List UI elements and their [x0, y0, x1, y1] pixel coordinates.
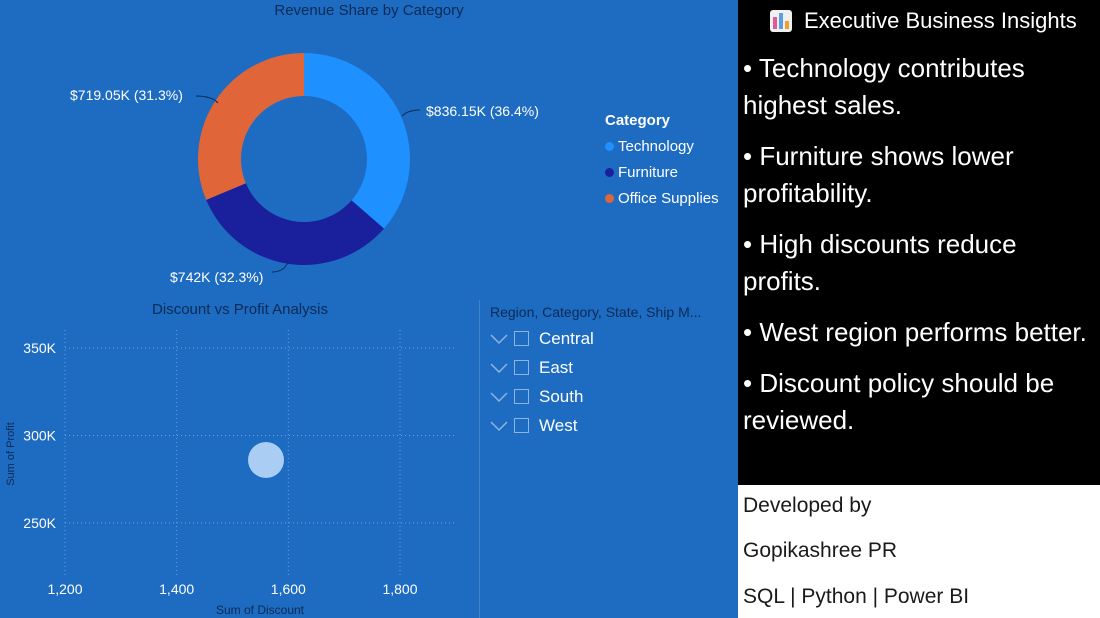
- legend-label: Furniture: [618, 163, 679, 181]
- bar-chart-icon: [770, 10, 792, 32]
- credits-panel: Developed by Gopikashree PR SQL | Python…: [738, 485, 1100, 618]
- legend-item-furniture[interactable]: Furniture: [605, 159, 719, 185]
- scatter-chart[interactable]: 1,200 1,400 1,600 1,800 350K 300K 250K Sum of …: [0, 320, 478, 618]
- scatter-point[interactable]: [248, 442, 284, 478]
- data-label-furniture: $742K (32.3%): [170, 269, 264, 285]
- y-tick-label: 350K: [23, 340, 56, 356]
- slicer-item-west[interactable]: West: [490, 411, 730, 440]
- legend-label: Technology: [618, 137, 694, 155]
- leader-line-office-supplies: [195, 95, 219, 104]
- slicer-item-east[interactable]: East: [490, 353, 730, 382]
- donut-slice-technology[interactable]: [304, 53, 410, 229]
- legend-item-technology[interactable]: Technology: [605, 133, 719, 159]
- legend-dot-icon: [605, 193, 614, 203]
- y-tick-label: 300K: [23, 428, 56, 444]
- insight-item: • Discount policy should be reviewed.: [743, 368, 1055, 435]
- insight-item: • High discounts reduce profits.: [743, 229, 1017, 296]
- credit-author-name: Gopikashree PR: [743, 539, 898, 562]
- slicer-item-south[interactable]: South: [490, 382, 730, 411]
- chevron-down-icon[interactable]: [490, 391, 508, 403]
- legend-item-office-supplies[interactable]: Office Supplies: [605, 185, 719, 211]
- insights-header: Executive Business Insights: [770, 8, 1077, 34]
- region-slicer[interactable]: Region, Category, State, Ship M... Centr…: [490, 304, 730, 440]
- slicer-header: Region, Category, State, Ship M...: [490, 304, 702, 320]
- slicer-item-label: East: [539, 357, 574, 377]
- data-label-technology: $836.15K (36.4%): [426, 103, 539, 119]
- donut-chart-title: Revenue Share by Category: [274, 2, 464, 19]
- checkbox[interactable]: [514, 389, 529, 404]
- credit-developed-by: Developed by: [743, 494, 872, 517]
- slicer-item-label: West: [539, 415, 578, 435]
- legend-label: Office Supplies: [618, 189, 719, 207]
- donut-slice-office-supplies[interactable]: [197, 53, 304, 200]
- legend-dot-icon: [605, 167, 614, 177]
- donut-slice-furniture[interactable]: [206, 183, 384, 265]
- insights-panel: [738, 0, 1100, 485]
- donut-chart[interactable]: [0, 0, 738, 300]
- slicer-item-label: Central: [539, 328, 594, 348]
- x-tick-label: 1,600: [271, 581, 306, 597]
- checkbox[interactable]: [514, 331, 529, 346]
- insights-title: Executive Business Insights: [804, 8, 1077, 33]
- x-tick-label: 1,200: [47, 581, 82, 597]
- slicer-item-label: South: [539, 386, 584, 406]
- x-tick-label: 1,800: [382, 581, 417, 597]
- insights-list: • Technology contributes highest sales. …: [743, 50, 1098, 453]
- leader-line-furniture: [271, 261, 289, 273]
- chevron-down-icon[interactable]: [490, 333, 508, 345]
- leader-line-technology: [401, 109, 421, 117]
- insight-item: • West region performs better.: [743, 317, 1087, 347]
- insight-item: • Furniture shows lower profitability.: [743, 141, 1014, 208]
- slicer-divider: [479, 300, 480, 618]
- chevron-down-icon[interactable]: [490, 420, 508, 432]
- legend-dot-icon: [605, 141, 614, 151]
- legend-title: Category: [605, 112, 671, 129]
- y-tick-label: 250K: [23, 515, 56, 531]
- y-axis-title: Sum of Profit: [5, 422, 17, 486]
- checkbox[interactable]: [514, 418, 529, 433]
- x-axis-title: Sum of Discount: [216, 603, 305, 617]
- chevron-down-icon[interactable]: [490, 362, 508, 374]
- donut-legend: Category Technology Furniture Office Sup…: [605, 112, 719, 211]
- data-label-office-supplies: $719.05K (31.3%): [70, 87, 183, 103]
- credit-skills: SQL | Python | Power BI: [743, 585, 970, 608]
- checkbox[interactable]: [514, 360, 529, 375]
- x-tick-label: 1,400: [159, 581, 194, 597]
- slicer-item-central[interactable]: Central: [490, 324, 730, 353]
- insight-item: • Technology contributes highest sales.: [743, 53, 1025, 120]
- scatter-chart-title: Discount vs Profit Analysis: [152, 301, 328, 318]
